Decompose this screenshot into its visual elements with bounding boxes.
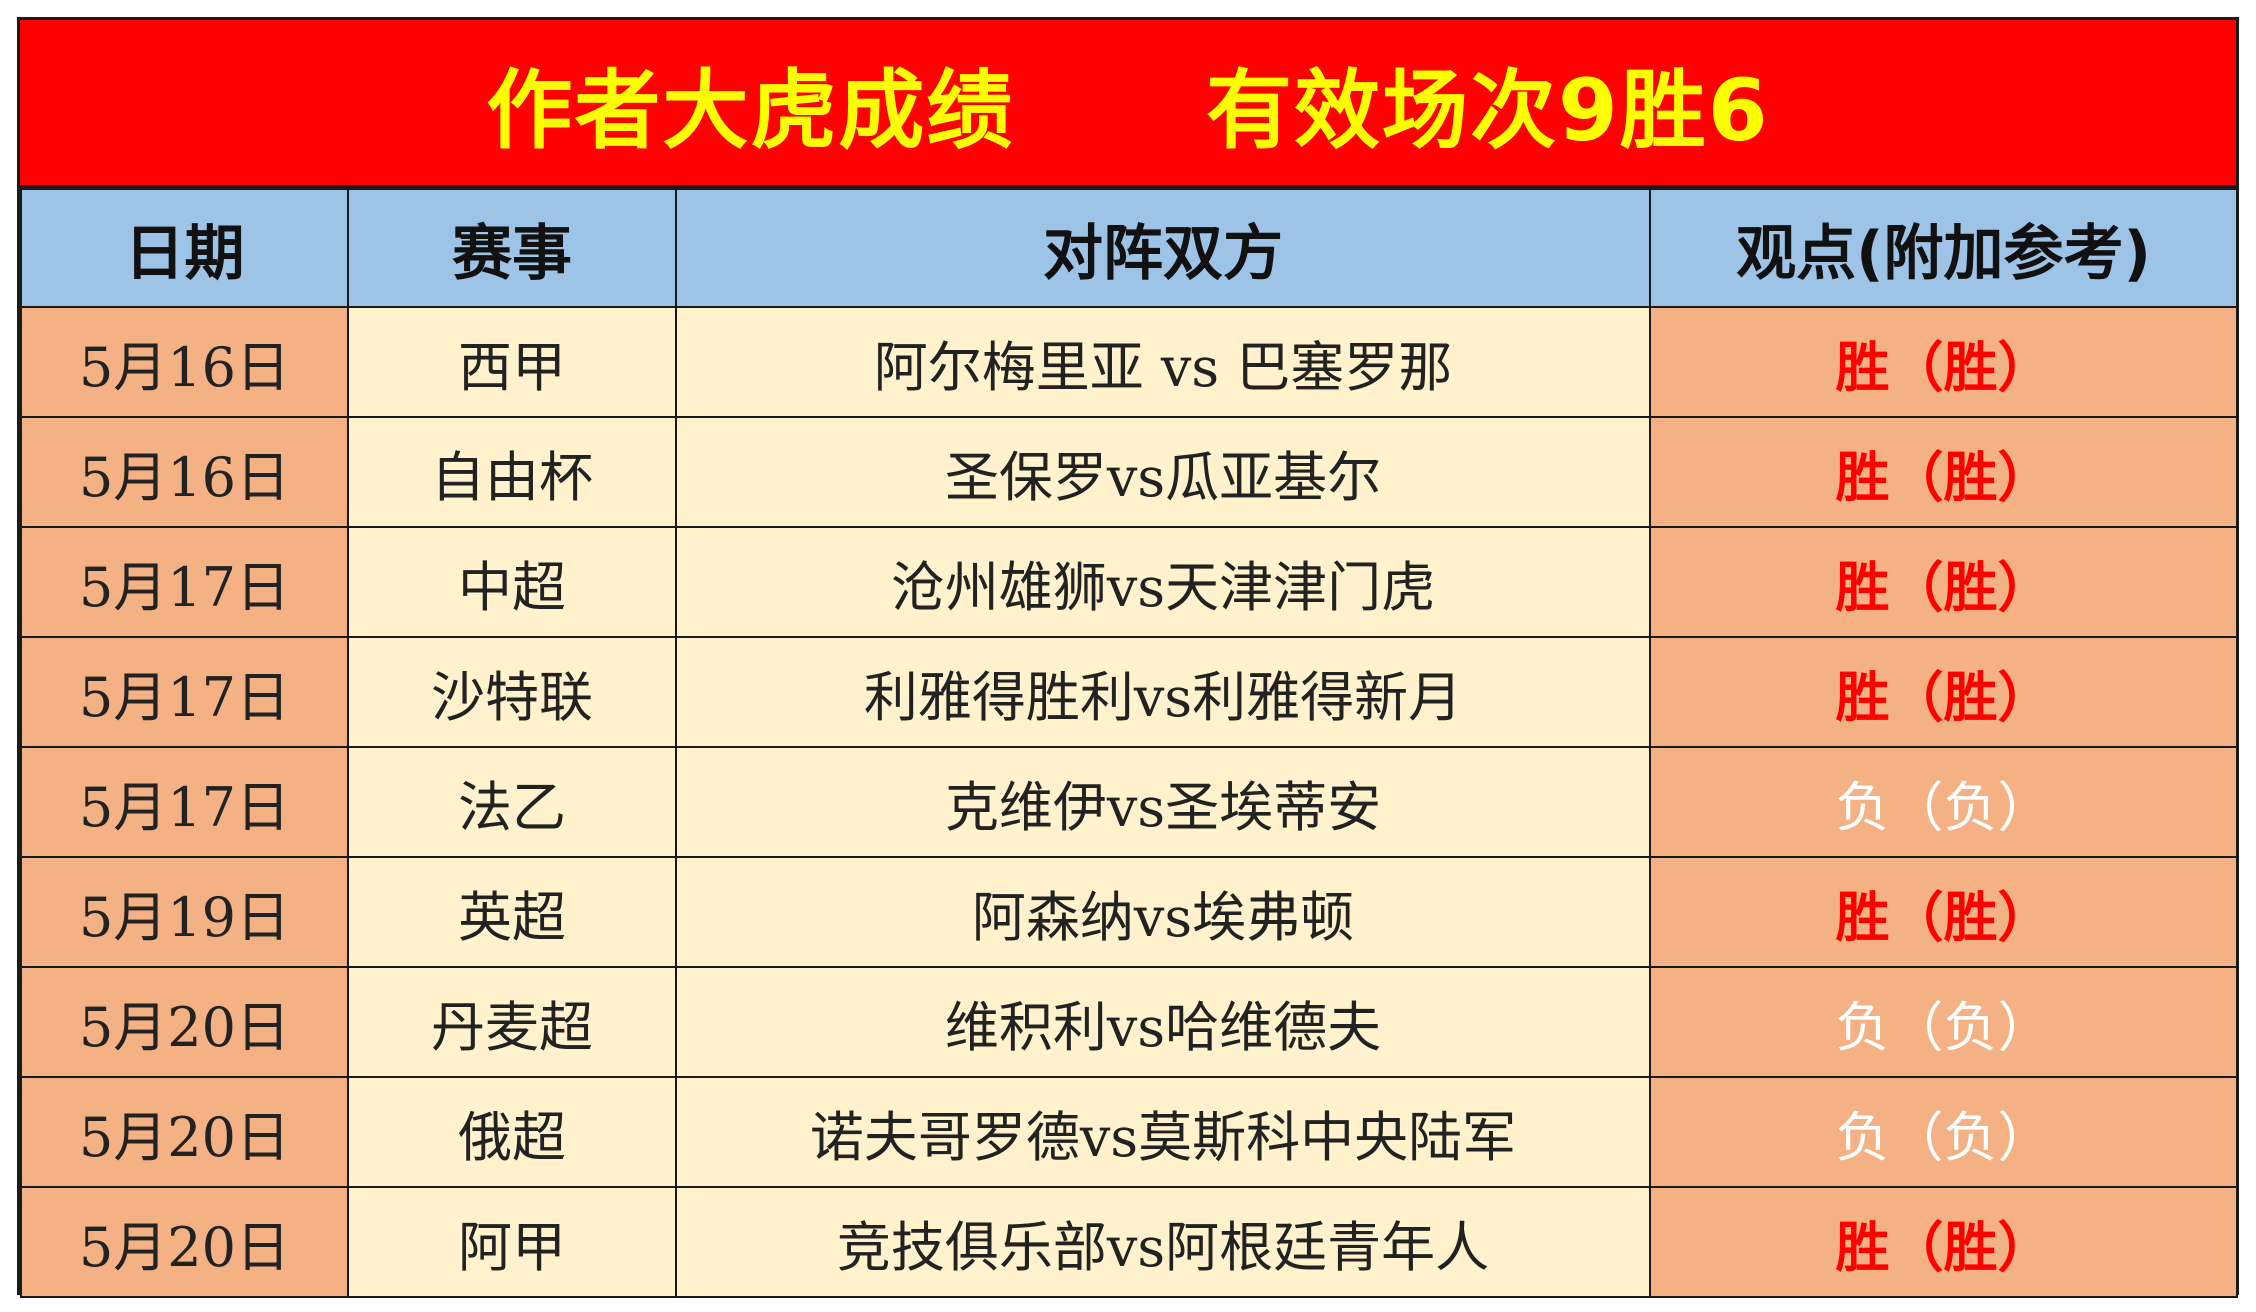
table-row: 5月17日 中超 沧州雄狮vs天津津门虎 胜（胜） xyxy=(20,526,2238,638)
competition-cell: 阿甲 xyxy=(347,1186,677,1298)
match-cell: 圣保罗vs瓜亚基尔 xyxy=(675,416,1651,528)
competition-cell: 自由杯 xyxy=(347,416,677,528)
table-row: 5月20日 俄超 诺夫哥罗德vs莫斯科中央陆军 负（负） xyxy=(20,1076,2238,1188)
sheet-title: 作者大虎成绩 有效场次9胜6 xyxy=(20,20,2236,188)
table-row: 5月19日 英超 阿森纳vs埃弗顿 胜（胜） xyxy=(20,856,2238,968)
header-match: 对阵双方 xyxy=(675,188,1651,308)
view-cell: 胜（胜） xyxy=(1649,306,2238,418)
competition-cell: 西甲 xyxy=(347,306,677,418)
date-cell: 5月17日 xyxy=(20,746,349,858)
match-cell: 诺夫哥罗德vs莫斯科中央陆军 xyxy=(675,1076,1651,1188)
match-cell: 阿森纳vs埃弗顿 xyxy=(675,856,1651,968)
view-cell: 胜（胜） xyxy=(1649,416,2238,528)
date-cell: 5月16日 xyxy=(20,416,349,528)
match-cell: 维积利vs哈维德夫 xyxy=(675,966,1651,1078)
competition-cell: 法乙 xyxy=(347,746,677,858)
match-cell: 利雅得胜利vs利雅得新月 xyxy=(675,636,1651,748)
table-row: 5月20日 阿甲 竞技俱乐部vs阿根廷青年人 胜（胜） xyxy=(20,1186,2238,1298)
table-row: 5月20日 丹麦超 维积利vs哈维德夫 负（负） xyxy=(20,966,2238,1078)
header-competition: 赛事 xyxy=(347,188,677,308)
view-cell: 胜（胜） xyxy=(1649,856,2238,968)
table-row: 5月16日 西甲 阿尔梅里亚 vs 巴塞罗那 胜（胜） xyxy=(20,306,2238,418)
header-row: 日期 赛事 对阵双方 观点(附加参考) xyxy=(20,188,2238,308)
view-cell: 胜（胜） xyxy=(1649,526,2238,638)
match-cell: 沧州雄狮vs天津津门虎 xyxy=(675,526,1651,638)
competition-cell: 英超 xyxy=(347,856,677,968)
competition-cell: 沙特联 xyxy=(347,636,677,748)
header-view: 观点(附加参考) xyxy=(1649,188,2238,308)
match-cell: 克维伊vs圣埃蒂安 xyxy=(675,746,1651,858)
date-cell: 5月16日 xyxy=(20,306,349,418)
competition-cell: 俄超 xyxy=(347,1076,677,1188)
competition-cell: 丹麦超 xyxy=(347,966,677,1078)
date-cell: 5月20日 xyxy=(20,966,349,1078)
table-row: 5月17日 沙特联 利雅得胜利vs利雅得新月 胜（胜） xyxy=(20,636,2238,748)
view-cell: 胜（胜） xyxy=(1649,1186,2238,1298)
table-row: 5月17日 法乙 克维伊vs圣埃蒂安 负（负） xyxy=(20,746,2238,858)
date-cell: 5月20日 xyxy=(20,1186,349,1298)
results-sheet: 作者大虎成绩 有效场次9胜6 日期 赛事 对阵双方 观点(附加参考) 5月16日… xyxy=(17,17,2239,1298)
view-cell: 负（负） xyxy=(1649,1076,2238,1188)
match-cell: 阿尔梅里亚 vs 巴塞罗那 xyxy=(675,306,1651,418)
date-cell: 5月17日 xyxy=(20,636,349,748)
view-cell: 负（负） xyxy=(1649,746,2238,858)
competition-cell: 中超 xyxy=(347,526,677,638)
date-cell: 5月17日 xyxy=(20,526,349,638)
view-cell: 负（负） xyxy=(1649,966,2238,1078)
match-cell: 竞技俱乐部vs阿根廷青年人 xyxy=(675,1186,1651,1298)
date-cell: 5月20日 xyxy=(20,1076,349,1188)
view-cell: 胜（胜） xyxy=(1649,636,2238,748)
header-date: 日期 xyxy=(20,188,349,308)
results-table: 日期 赛事 对阵双方 观点(附加参考) 5月16日 西甲 阿尔梅里亚 vs 巴塞… xyxy=(20,188,2238,1298)
table-row: 5月16日 自由杯 圣保罗vs瓜亚基尔 胜（胜） xyxy=(20,416,2238,528)
date-cell: 5月19日 xyxy=(20,856,349,968)
